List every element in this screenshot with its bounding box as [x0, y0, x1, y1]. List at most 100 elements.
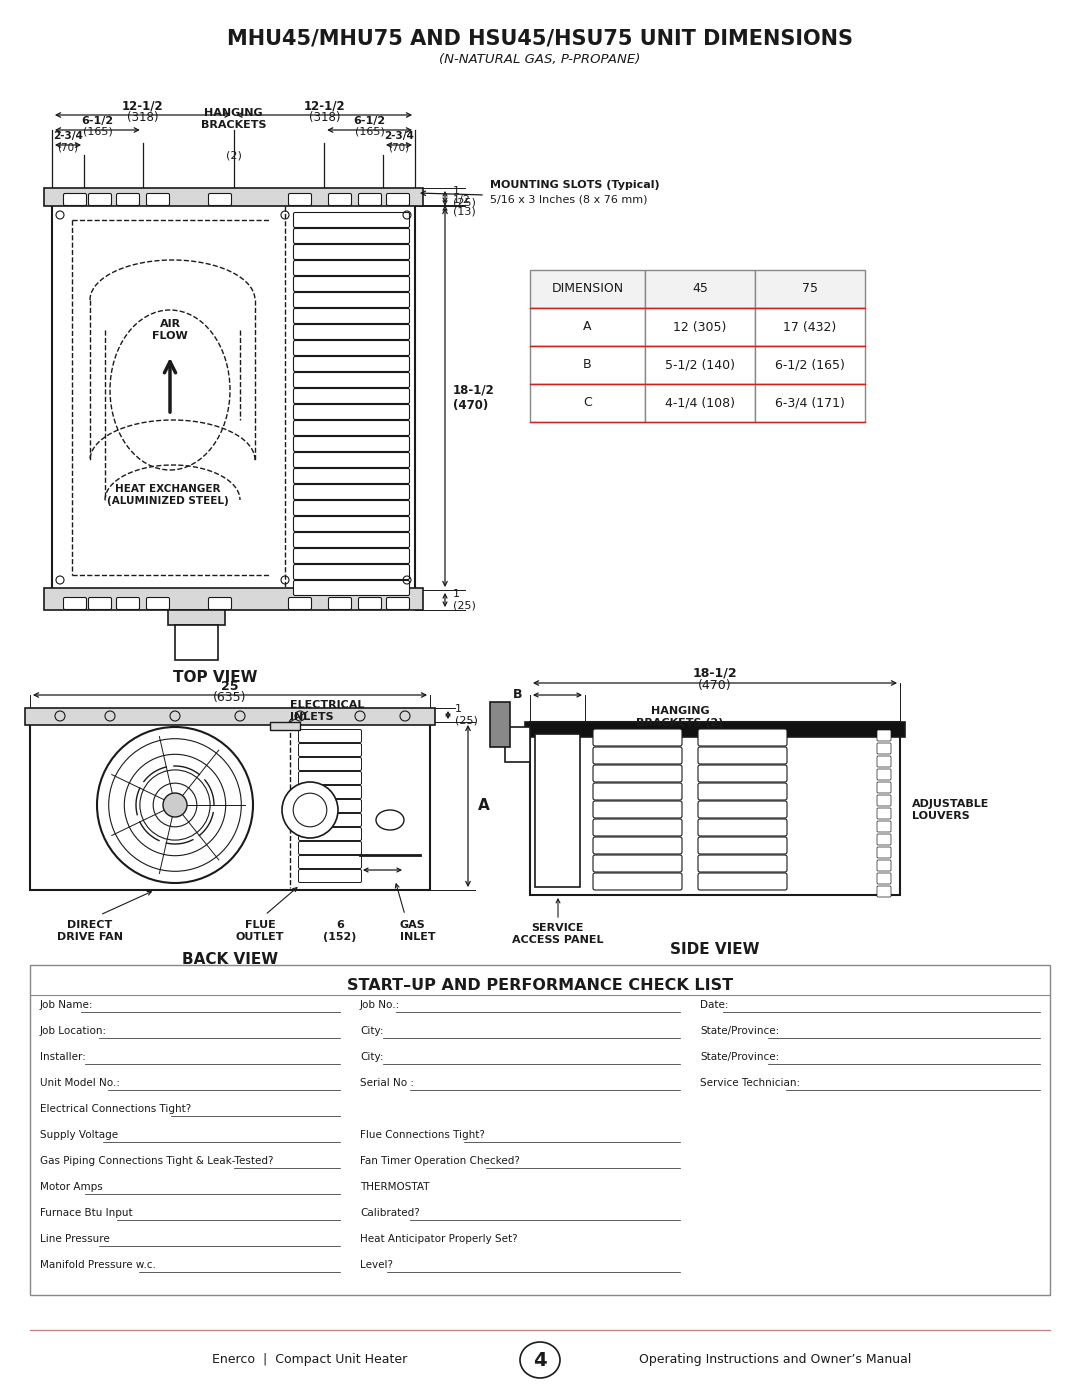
Text: City:: City: — [360, 1052, 383, 1062]
FancyBboxPatch shape — [698, 782, 787, 800]
Circle shape — [97, 726, 253, 883]
Text: Job Location:: Job Location: — [40, 1025, 107, 1037]
Text: 18-1/2: 18-1/2 — [692, 666, 738, 679]
FancyBboxPatch shape — [593, 837, 681, 854]
Text: START–UP AND PERFORMANCE CHECK LIST: START–UP AND PERFORMANCE CHECK LIST — [347, 978, 733, 992]
Bar — [755, 346, 865, 384]
Circle shape — [163, 793, 187, 817]
Text: Flue Connections Tight?: Flue Connections Tight? — [360, 1130, 485, 1140]
FancyBboxPatch shape — [298, 757, 362, 771]
FancyBboxPatch shape — [359, 194, 381, 205]
FancyBboxPatch shape — [294, 244, 409, 260]
Text: Heat Anticipator Properly Set?: Heat Anticipator Properly Set? — [360, 1234, 517, 1243]
FancyBboxPatch shape — [593, 855, 681, 872]
Text: Level?: Level? — [360, 1260, 393, 1270]
FancyBboxPatch shape — [298, 771, 362, 785]
FancyBboxPatch shape — [698, 855, 787, 872]
Text: 1
(25): 1 (25) — [453, 186, 476, 208]
Text: DIRECT
DRIVE FAN: DIRECT DRIVE FAN — [57, 921, 123, 942]
FancyBboxPatch shape — [593, 766, 681, 782]
Text: Service Technician:: Service Technician: — [700, 1078, 800, 1088]
Bar — [525, 722, 905, 738]
Bar — [490, 703, 510, 747]
Circle shape — [282, 782, 338, 838]
Text: 5-1/2 (140): 5-1/2 (140) — [665, 359, 735, 372]
FancyBboxPatch shape — [698, 837, 787, 854]
Text: HEAT EXCHANGER
(ALUMINIZED STEEL): HEAT EXCHANGER (ALUMINIZED STEEL) — [107, 485, 229, 506]
FancyBboxPatch shape — [698, 729, 787, 746]
FancyBboxPatch shape — [294, 260, 409, 275]
Text: Date:: Date: — [700, 1000, 729, 1010]
Text: City:: City: — [360, 1025, 383, 1037]
FancyBboxPatch shape — [328, 598, 351, 609]
Text: 2-3/4: 2-3/4 — [384, 131, 414, 141]
Bar — [30, 965, 1050, 1295]
FancyBboxPatch shape — [877, 768, 891, 780]
FancyBboxPatch shape — [294, 388, 409, 404]
Text: Line Pressure: Line Pressure — [40, 1234, 110, 1243]
FancyBboxPatch shape — [208, 194, 231, 205]
FancyBboxPatch shape — [294, 485, 409, 500]
Text: SERVICE
ACCESS PANEL: SERVICE ACCESS PANEL — [512, 923, 604, 944]
Text: SIDE VIEW: SIDE VIEW — [671, 943, 759, 957]
Text: Fan Timer Operation Checked?: Fan Timer Operation Checked? — [360, 1155, 519, 1166]
FancyBboxPatch shape — [298, 841, 362, 855]
Bar — [755, 270, 865, 307]
Text: THERMOSTAT: THERMOSTAT — [360, 1182, 430, 1192]
FancyBboxPatch shape — [117, 598, 139, 609]
Text: HANGING
BRACKETS: HANGING BRACKETS — [201, 109, 267, 130]
Text: Installer:: Installer: — [40, 1052, 86, 1062]
Bar — [530, 346, 645, 384]
Text: Gas Piping Connections Tight & Leak-Tested?: Gas Piping Connections Tight & Leak-Test… — [40, 1155, 273, 1166]
FancyBboxPatch shape — [877, 834, 891, 845]
FancyBboxPatch shape — [294, 564, 409, 580]
Text: 75: 75 — [802, 282, 818, 296]
Text: Job No.:: Job No.: — [360, 1000, 401, 1010]
Text: Motor Amps: Motor Amps — [40, 1182, 103, 1192]
Bar — [645, 307, 755, 346]
Bar — [44, 189, 423, 205]
Bar — [505, 726, 530, 761]
Text: 1
(25): 1 (25) — [455, 704, 477, 726]
Text: 6-1/2 (165): 6-1/2 (165) — [775, 359, 845, 372]
Text: Calibrated?: Calibrated? — [360, 1208, 420, 1218]
Text: 6-1/2: 6-1/2 — [81, 116, 113, 126]
FancyBboxPatch shape — [877, 847, 891, 858]
FancyBboxPatch shape — [294, 341, 409, 355]
Text: B: B — [583, 359, 592, 372]
FancyBboxPatch shape — [877, 861, 891, 870]
Text: 2-3/4: 2-3/4 — [53, 131, 83, 141]
Text: DIMENSION: DIMENSION — [552, 282, 623, 296]
Text: 6
(152): 6 (152) — [323, 921, 356, 942]
Text: (70): (70) — [389, 142, 409, 152]
Text: 1
(25): 1 (25) — [453, 590, 476, 610]
FancyBboxPatch shape — [593, 819, 681, 835]
FancyBboxPatch shape — [877, 886, 891, 897]
FancyBboxPatch shape — [593, 729, 681, 746]
FancyBboxPatch shape — [117, 194, 139, 205]
FancyBboxPatch shape — [359, 598, 381, 609]
FancyBboxPatch shape — [877, 807, 891, 819]
FancyBboxPatch shape — [294, 500, 409, 515]
Bar — [44, 588, 423, 610]
Text: ELECTRICAL
INLETS: ELECTRICAL INLETS — [291, 700, 364, 722]
Text: B: B — [513, 689, 523, 701]
Text: (70): (70) — [57, 142, 79, 152]
FancyBboxPatch shape — [288, 598, 311, 609]
Bar — [530, 270, 645, 307]
FancyBboxPatch shape — [877, 743, 891, 754]
FancyBboxPatch shape — [294, 532, 409, 548]
Bar — [530, 307, 645, 346]
Text: TOP VIEW: TOP VIEW — [173, 671, 257, 686]
FancyBboxPatch shape — [698, 747, 787, 764]
Text: HANGING
BRACKETS (2): HANGING BRACKETS (2) — [636, 707, 724, 728]
FancyBboxPatch shape — [294, 356, 409, 372]
FancyBboxPatch shape — [877, 795, 891, 806]
Text: FLUE
OUTLET: FLUE OUTLET — [235, 921, 284, 942]
Bar — [755, 307, 865, 346]
Text: 25: 25 — [221, 679, 239, 693]
Text: 5/16 x 3 Inches (8 x 76 mm): 5/16 x 3 Inches (8 x 76 mm) — [490, 196, 648, 205]
FancyBboxPatch shape — [877, 756, 891, 767]
FancyBboxPatch shape — [294, 309, 409, 324]
FancyBboxPatch shape — [298, 869, 362, 883]
